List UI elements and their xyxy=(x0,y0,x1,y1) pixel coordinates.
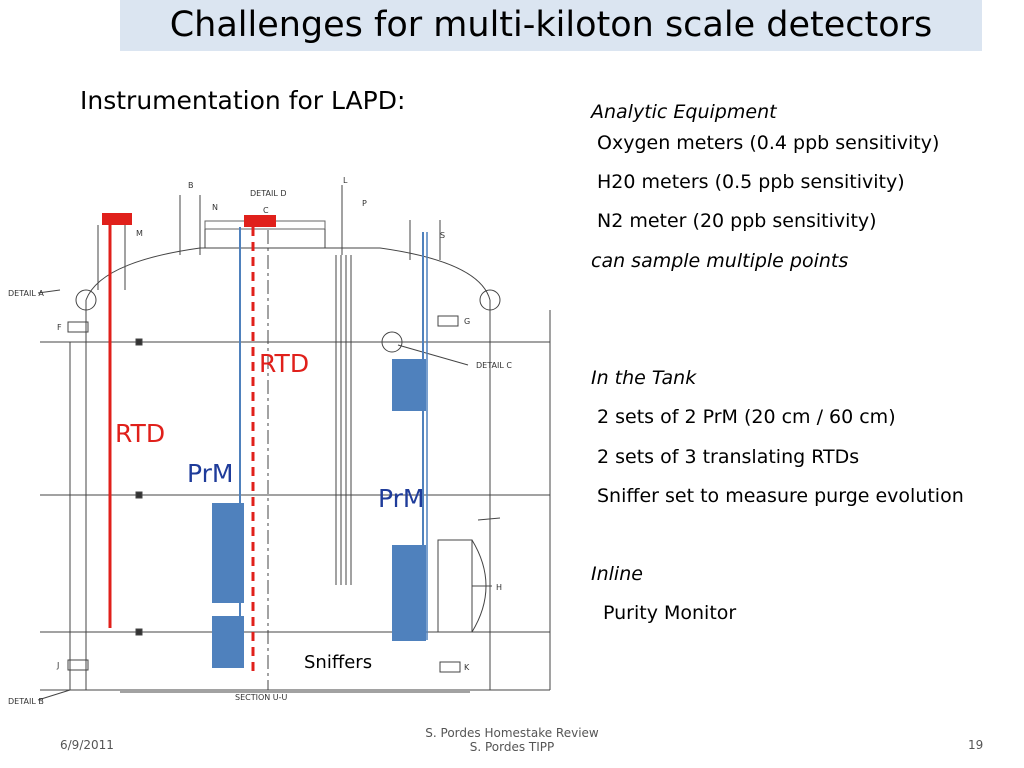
letter-k: K xyxy=(464,663,470,672)
footer-center: S. Pordes Homestake Review S. Pordes TIP… xyxy=(412,726,612,754)
detail-c-label: DETAIL C xyxy=(476,361,512,370)
rtd-label-left: RTD xyxy=(115,419,166,448)
footer-date: 6/9/2011 xyxy=(60,738,114,752)
rtd-label-top: RTD xyxy=(259,349,310,378)
analytic-note: can sample multiple points xyxy=(591,250,849,272)
detail-d-label: DETAIL D xyxy=(250,189,286,198)
rtd-left-head xyxy=(102,213,132,225)
letter-f: F xyxy=(57,323,62,332)
sniffers-label: Sniffers xyxy=(304,652,373,673)
title-bar xyxy=(120,0,982,51)
tank-item-2: 2 sets of 3 translating RTDs xyxy=(597,446,860,468)
tank-dome xyxy=(85,247,491,301)
section-label: SECTION U-U xyxy=(235,693,288,702)
tank-item-3: Sniffer set to measure purge evolution xyxy=(597,485,964,507)
slide-subtitle: Instrumentation for LAPD: xyxy=(80,86,406,115)
analytic-item-2: H20 meters (0.5 ppb sensitivity) xyxy=(597,171,905,193)
tank-heading: In the Tank xyxy=(591,367,697,389)
letter-n: N xyxy=(212,203,218,212)
letter-m: M xyxy=(136,229,143,238)
analytic-item-1: Oxygen meters (0.4 ppb sensitivity) xyxy=(597,132,940,154)
analytic-item-3: N2 meter (20 ppb sensitivity) xyxy=(597,210,877,232)
inline-heading: Inline xyxy=(591,563,643,585)
detail-b-label: DETAIL B xyxy=(8,697,44,706)
inline-item-1: Purity Monitor xyxy=(603,602,737,624)
footer-center-line2: S. Pordes TIPP xyxy=(469,740,555,754)
letter-c: C xyxy=(263,206,269,215)
footer-center-line1: S. Pordes Homestake Review xyxy=(425,726,599,740)
letter-g: G xyxy=(464,317,470,326)
prm-label-left: PrM xyxy=(187,459,234,488)
letter-b: B xyxy=(188,181,194,190)
prm-label-right: PrM xyxy=(378,484,425,513)
page-number: 19 xyxy=(968,738,984,752)
analytic-heading: Analytic Equipment xyxy=(591,101,777,123)
prm-left-upper xyxy=(212,503,244,603)
prm-right-upper xyxy=(392,359,426,411)
letter-p: P xyxy=(362,199,367,208)
prm-left-lower xyxy=(212,616,244,668)
letter-l: L xyxy=(343,176,348,185)
rtd-center-head xyxy=(244,215,276,227)
tank-drawing: DETAIL A DETAIL B DETAIL C DETAIL D SECT… xyxy=(8,176,551,706)
tank-item-1: 2 sets of 2 PrM (20 cm / 60 cm) xyxy=(597,406,896,428)
letter-j: J xyxy=(56,661,59,670)
detail-a-label: DETAIL A xyxy=(8,289,44,298)
letter-h: H xyxy=(496,583,502,592)
slide-title: Challenges for multi-kiloton scale detec… xyxy=(169,5,933,45)
prm-right-lower xyxy=(392,545,426,641)
letter-s: S xyxy=(440,231,445,240)
